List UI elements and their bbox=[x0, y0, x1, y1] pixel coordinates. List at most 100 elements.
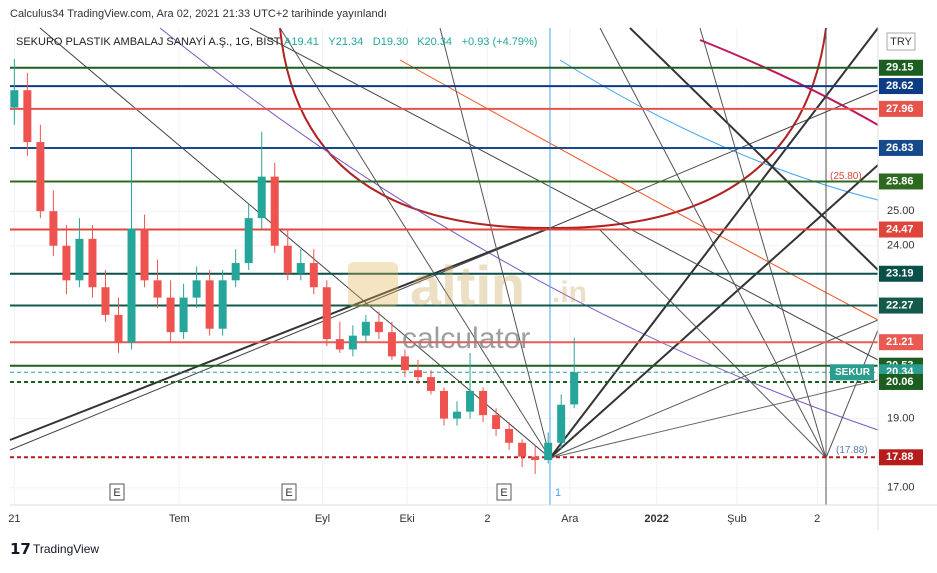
x-tick-label: 2 bbox=[484, 513, 490, 525]
event-box bbox=[496, 483, 512, 501]
trend bbox=[825, 329, 879, 459]
candle-body bbox=[531, 456, 540, 461]
candle-body bbox=[192, 280, 201, 298]
candle-body bbox=[348, 335, 357, 350]
level-label: 28.62 bbox=[886, 80, 914, 92]
curve bbox=[699, 39, 879, 126]
header: Calculus34 TradingView.com, Ara 02, 2021… bbox=[10, 8, 387, 20]
event: E bbox=[113, 487, 120, 499]
trend bbox=[549, 164, 879, 459]
candle-body bbox=[400, 356, 409, 371]
footer: TradingView bbox=[33, 542, 99, 556]
y-tick-label: 17.00 bbox=[887, 482, 915, 494]
level-box bbox=[879, 100, 923, 117]
trend bbox=[699, 27, 827, 459]
level-box bbox=[879, 334, 923, 351]
candle-body bbox=[36, 142, 45, 212]
watermark-brand: altin bbox=[410, 254, 525, 317]
event-box bbox=[109, 483, 125, 501]
candle-body bbox=[101, 287, 110, 315]
level-box bbox=[879, 59, 923, 76]
watermark-suffix: .in bbox=[552, 276, 587, 309]
annotation: (17.88) bbox=[836, 445, 868, 456]
candle-body bbox=[231, 263, 240, 281]
level-label: 23.19 bbox=[886, 268, 914, 280]
candle-body bbox=[374, 321, 383, 333]
candles bbox=[10, 59, 579, 474]
level-label: 29.15 bbox=[886, 62, 914, 74]
candle-body bbox=[10, 90, 19, 108]
y-tick-label: 24.00 bbox=[887, 240, 915, 252]
chart-title: SEKURO PLASTIK AMBALAJ SANAYİ A.Ş., 1G, … bbox=[16, 35, 281, 48]
level-box bbox=[879, 139, 923, 156]
x-tick-label: Şub bbox=[727, 513, 747, 525]
candle-body bbox=[335, 339, 344, 350]
candle-body bbox=[322, 287, 331, 340]
ohlc-value: K20.34 bbox=[417, 36, 452, 48]
level-label: 17.88 bbox=[886, 451, 914, 463]
x-tick-label: 21 bbox=[8, 513, 20, 525]
event: E bbox=[285, 487, 292, 499]
trend bbox=[549, 89, 879, 229]
level-label: 26.83 bbox=[886, 142, 914, 154]
watermark-sub: calculator bbox=[402, 322, 530, 355]
candle-body bbox=[153, 280, 162, 298]
level-box bbox=[879, 265, 923, 282]
x-tick-label: Eki bbox=[399, 513, 414, 525]
candle-body bbox=[88, 238, 97, 288]
x-tick-label: 2022 bbox=[644, 513, 668, 525]
drawings bbox=[9, 27, 879, 505]
events: E E E 1 bbox=[109, 483, 561, 501]
candle-body bbox=[166, 297, 175, 333]
watermark: altin .in bbox=[348, 254, 587, 317]
candle-body bbox=[114, 314, 123, 343]
annotation: (25.80) bbox=[830, 171, 862, 182]
candle-body bbox=[244, 218, 253, 264]
ohlc-value: Y21.34 bbox=[328, 36, 363, 48]
candle-body bbox=[62, 245, 71, 281]
level-label: 24.47 bbox=[886, 223, 914, 235]
footer-logo: 𝟭𝟳 bbox=[10, 541, 31, 558]
ohlc-legend: A19.41 Y21.34 D19.30 K20.34 +0.93 (+4.79%) bbox=[284, 36, 537, 48]
ohlc-value: D19.30 bbox=[373, 36, 408, 48]
curve bbox=[159, 27, 879, 431]
x-tick-label: Eyl bbox=[315, 513, 330, 525]
trend bbox=[549, 379, 879, 459]
y-tick-label: 19.00 bbox=[887, 412, 915, 424]
candle-body bbox=[296, 263, 305, 274]
level-box bbox=[879, 449, 923, 466]
candle-body bbox=[270, 176, 279, 246]
event: 1 bbox=[555, 487, 561, 499]
level-label: 22.27 bbox=[886, 299, 914, 311]
candle-body bbox=[387, 332, 396, 357]
level-label: 27.96 bbox=[886, 103, 914, 115]
level-box bbox=[879, 78, 923, 95]
level-label: 25.86 bbox=[886, 175, 914, 187]
trend bbox=[9, 227, 551, 451]
candle-body bbox=[140, 228, 149, 281]
ohlc-value: A19.41 bbox=[284, 36, 319, 48]
candle-body bbox=[205, 280, 214, 329]
candle-body bbox=[361, 321, 370, 336]
trend bbox=[599, 229, 827, 459]
trend bbox=[9, 227, 551, 441]
candle-body bbox=[505, 428, 514, 443]
trend bbox=[439, 27, 551, 459]
ohlc-value: +0.93 (+4.79%) bbox=[462, 36, 538, 48]
x-tick-label: Ara bbox=[561, 513, 579, 525]
candle-body bbox=[23, 90, 32, 143]
event: E bbox=[500, 487, 507, 499]
event-box bbox=[281, 483, 297, 501]
levels: 29.15 28.62 27.96 26.83 25.86 24.47 23.19 22.27… bbox=[10, 59, 923, 466]
level-box bbox=[879, 373, 923, 390]
candle-body bbox=[218, 280, 227, 329]
level-label: 21.21 bbox=[886, 336, 914, 348]
symbol-tag-box bbox=[830, 364, 874, 381]
candle-body bbox=[127, 228, 136, 343]
candle-body bbox=[426, 377, 435, 391]
candle-body bbox=[179, 297, 188, 333]
symbol-tag: SEKUR bbox=[835, 367, 871, 378]
curve bbox=[399, 59, 879, 321]
candle-body bbox=[309, 263, 318, 288]
candle-body bbox=[49, 211, 58, 246]
